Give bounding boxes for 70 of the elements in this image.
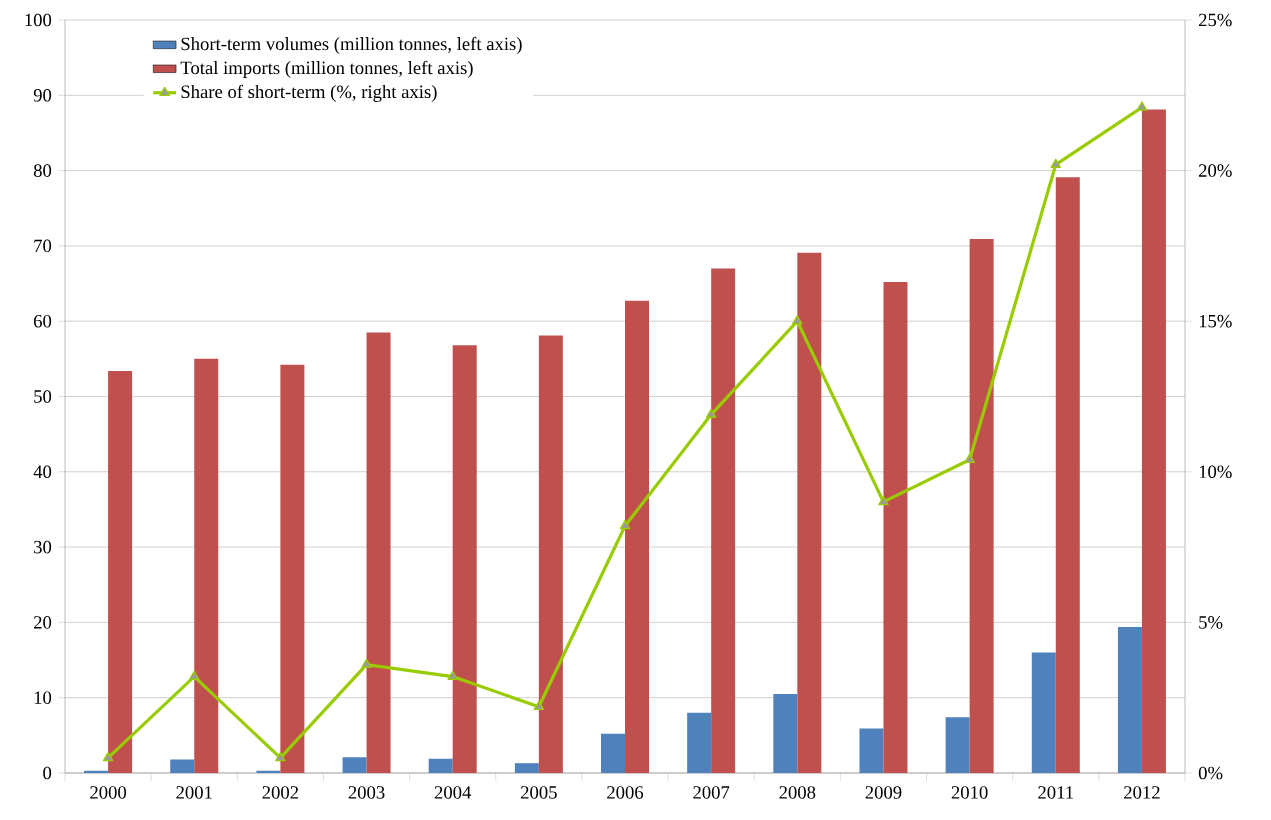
bar xyxy=(108,370,133,773)
bar xyxy=(797,252,822,773)
point xyxy=(619,520,631,530)
legend-label: Short-term volumes (million tonnes, left axis) xyxy=(181,36,522,54)
y-tick-label: 10 xyxy=(34,691,52,704)
bar xyxy=(428,758,453,773)
x-tick-label: 2001 xyxy=(176,786,212,799)
bar xyxy=(1117,626,1142,773)
bar xyxy=(170,759,195,773)
bar xyxy=(883,282,908,773)
y-tick-label: 20 xyxy=(34,616,52,629)
y-tick-label: 100 xyxy=(25,13,52,27)
x-tick-label: 2004 xyxy=(434,786,472,799)
bar xyxy=(859,728,884,773)
bar xyxy=(773,693,798,773)
x-tick-label: 2009 xyxy=(865,786,902,799)
x-tick-label: 2000 xyxy=(90,786,127,799)
x-tick-label: 2010 xyxy=(951,786,988,799)
bar xyxy=(711,268,736,773)
bar xyxy=(969,239,994,773)
x-tick-label: 2011 xyxy=(1038,786,1073,799)
bar xyxy=(625,300,650,773)
y-tick-label: 60 xyxy=(33,314,52,328)
point xyxy=(1050,158,1062,168)
point xyxy=(792,315,803,325)
point xyxy=(447,670,458,680)
x-tick-label: 2012 xyxy=(1124,786,1160,799)
y2-tick-label: 20% xyxy=(1198,164,1232,177)
y-tick-label: 70 xyxy=(34,239,52,253)
bar xyxy=(342,757,367,773)
x-tick-label: 2002 xyxy=(262,786,299,799)
point xyxy=(533,700,545,711)
bar xyxy=(452,345,477,773)
bar xyxy=(280,364,305,773)
y-tick-label: 40 xyxy=(33,465,52,479)
y-tick-label: 30 xyxy=(34,540,52,554)
bar xyxy=(366,332,391,773)
y2-tick-label: 0% xyxy=(1198,766,1223,780)
y-tick-label: 90 xyxy=(33,88,52,102)
bar xyxy=(601,733,626,773)
point xyxy=(1136,101,1148,111)
point xyxy=(188,670,200,680)
x-tick-label: 2003 xyxy=(348,786,385,799)
y2-tick-label: 5% xyxy=(1199,616,1223,629)
y2-tick-label: 15% xyxy=(1199,314,1232,328)
y-tick-label: 50 xyxy=(34,390,52,403)
point xyxy=(878,495,889,506)
x-tick-label: 2008 xyxy=(779,786,816,799)
y-tick-label: 0 xyxy=(43,766,52,780)
bar xyxy=(194,358,219,773)
legend-label: Share of short-term (%, right axis) xyxy=(181,84,437,102)
point xyxy=(102,751,114,762)
x-tick-label: 2005 xyxy=(521,786,557,799)
y-tick-label: 80 xyxy=(33,164,52,177)
bar xyxy=(1031,652,1056,773)
point xyxy=(361,658,372,668)
bar xyxy=(1141,109,1166,773)
point xyxy=(964,453,975,464)
bar xyxy=(514,763,539,773)
y2-tick-label: 25% xyxy=(1198,13,1232,27)
bar xyxy=(1055,177,1080,773)
x-tick-label: 2006 xyxy=(607,786,644,799)
legend-label: Total imports (million tonnes, left axis) xyxy=(180,60,473,78)
bar xyxy=(945,717,970,773)
point xyxy=(275,751,286,762)
x-tick-label: 2007 xyxy=(693,786,730,799)
bar xyxy=(687,712,712,773)
point xyxy=(705,408,717,418)
y2-tick-label: 10% xyxy=(1199,465,1232,479)
bar xyxy=(538,335,563,773)
